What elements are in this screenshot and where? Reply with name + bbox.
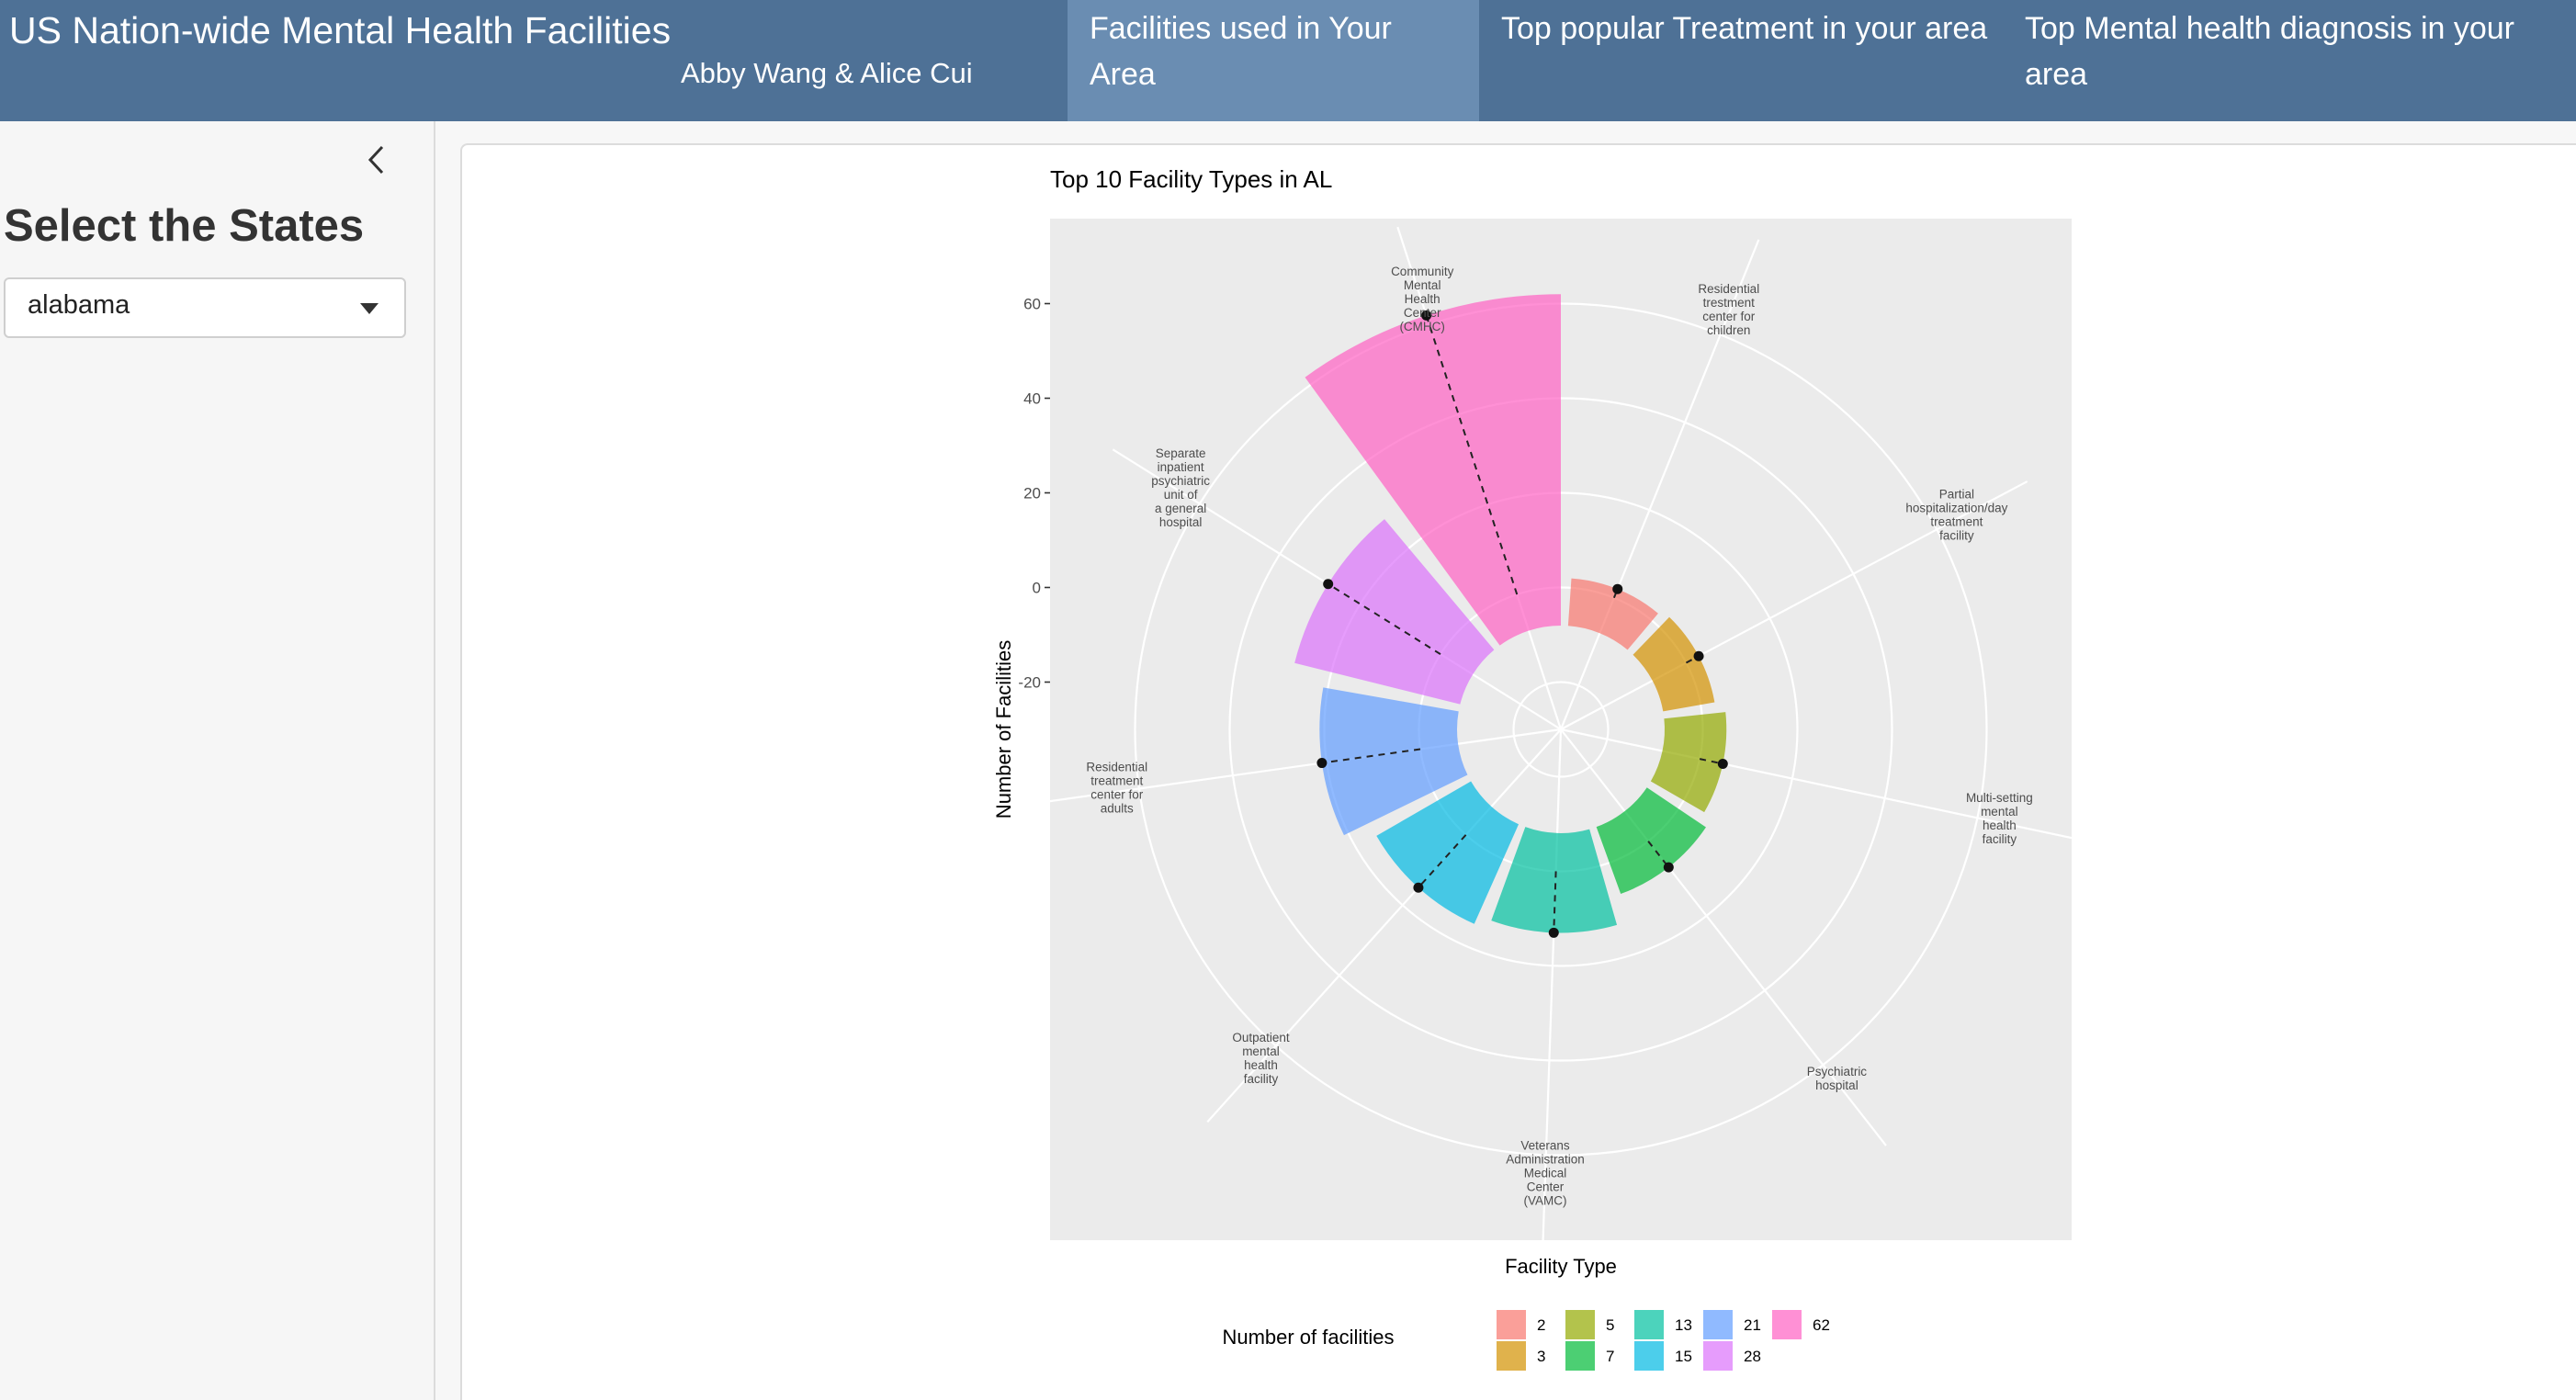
bar-21 [1319, 687, 1468, 836]
grid-spoke [1542, 728, 1563, 1240]
category-label: Residential treatment center for adults [1086, 760, 1147, 815]
legend-key-28 [1703, 1341, 1733, 1371]
legend-label-2: 2 [1537, 1316, 1545, 1334]
segment-line [1321, 748, 1421, 764]
legend-label-21: 21 [1744, 1316, 1761, 1334]
sidebar: Select the States alabama [0, 121, 435, 1400]
segment-point [1413, 882, 1424, 893]
legend-key-5 [1565, 1310, 1595, 1339]
legend-key-2 [1497, 1310, 1526, 1339]
grid-spoke [1560, 728, 1887, 1146]
segment-point [1693, 650, 1704, 661]
category-label: Multi-setting mental health facility [1966, 791, 2033, 846]
legend-label-7: 7 [1606, 1348, 1614, 1365]
legend-title: Number of facilities [1222, 1326, 1394, 1349]
app-subtitle: Abby Wang & Alice Cui [681, 57, 973, 89]
bar-28 [1294, 519, 1495, 705]
segment-line [1699, 758, 1723, 765]
category-label: Outpatient mental health facility [1232, 1031, 1290, 1086]
sidebar-collapse-button[interactable] [360, 141, 391, 178]
segment-point [1323, 579, 1334, 590]
legend-key-13 [1634, 1310, 1664, 1339]
segment-line [1553, 871, 1557, 933]
grid-spoke [1559, 239, 1760, 730]
main-panel: Top 10 Facility Types in AL Residential t… [460, 143, 2576, 1400]
segment-point [1316, 758, 1328, 769]
legend-key-62 [1772, 1310, 1802, 1339]
legend-label-28: 28 [1744, 1348, 1761, 1365]
segment-point [1421, 310, 1432, 321]
category-label: Residential trestment center for children [1698, 282, 1759, 337]
category-label: Community Mental Health Center (CMHC) [1391, 265, 1454, 333]
app-title: US Nation-wide Mental Health Facilities [9, 9, 672, 51]
legend-key-21 [1703, 1310, 1733, 1339]
grid-spoke [1206, 728, 1562, 1123]
legend-key-7 [1565, 1341, 1595, 1371]
legend-label-3: 3 [1537, 1348, 1545, 1365]
tab-diagnosis[interactable]: Top Mental health diagnosis in your area [2025, 11, 2514, 92]
bar-7 [1596, 787, 1706, 895]
grid-spoke [1050, 728, 1562, 803]
sidebar-heading: Select the States [4, 201, 365, 251]
segment-point [1612, 583, 1623, 594]
grid-spoke [1560, 480, 2028, 730]
legend-items: 2 3 5 7 13 15 21 28 62 [1497, 1310, 1830, 1371]
segment-line [1685, 655, 1700, 664]
legend-key-15 [1634, 1341, 1664, 1371]
y-tick-label: 40 [1023, 390, 1041, 408]
caret-down-icon [360, 303, 378, 314]
legend-key-3 [1497, 1341, 1526, 1371]
grid-spoke [1560, 728, 2072, 840]
y-axis-label: Number of Facilities [992, 640, 1015, 819]
state-select[interactable]: alabama [4, 277, 406, 338]
category-labels: Residential trestment center for children Pa… [1086, 265, 2032, 1208]
chevron-left-icon [367, 145, 384, 175]
y-tick-label: 60 [1023, 296, 1041, 313]
bar-13 [1491, 827, 1618, 933]
category-label: Separate inpatient psychiatric unit of a gen… [1151, 446, 1210, 529]
grid-circle [1512, 681, 1610, 778]
segment-layer [1316, 310, 1728, 938]
category-label: Psychiatric hospital [1807, 1065, 1868, 1092]
state-select-value: alabama [28, 290, 130, 320]
bar-62 [1305, 294, 1561, 646]
tab-treatment[interactable]: Top popular Treatment in your area [1501, 11, 1988, 46]
tab-facilities[interactable]: Facilities used in Your Area [1068, 0, 1479, 121]
category-label: Partial hospitalization/day treatment facil… [1905, 487, 2007, 542]
x-axis-label: Facility Type [1505, 1255, 1617, 1278]
bar-5 [1650, 712, 1727, 813]
segment-point [1663, 862, 1674, 873]
category-label: Veterans Administration Medical Center (VAMC… [1506, 1139, 1585, 1208]
segment-line [1425, 315, 1519, 595]
bar-15 [1376, 781, 1520, 924]
polar-bar-chart: Top 10 Facility Types in AL Residential t… [992, 165, 2072, 1371]
segment-point [1717, 758, 1728, 769]
legend-label-62: 62 [1813, 1316, 1830, 1334]
segment-point [1548, 927, 1559, 938]
legend-label-5: 5 [1606, 1316, 1614, 1334]
bar-2 [1567, 578, 1658, 650]
navbar: US Nation-wide Mental Health Facilities … [0, 0, 2576, 121]
segment-line [1328, 582, 1441, 655]
y-tick-label: 20 [1023, 485, 1041, 502]
legend: Number of facilities 2 3 5 7 13 15 21 28 62 [1222, 1310, 1830, 1371]
y-ticks: -20 0 20 40 60 [1018, 296, 1050, 692]
bar-3 [1633, 616, 1715, 712]
legend-label-15: 15 [1675, 1348, 1692, 1365]
y-tick-label: 0 [1033, 580, 1041, 597]
bar-layer [1294, 294, 1727, 933]
chart-title: Top 10 Facility Types in AL [1050, 165, 1332, 193]
segment-line [1647, 841, 1670, 868]
y-tick-label: -20 [1018, 674, 1041, 692]
legend-label-13: 13 [1675, 1316, 1692, 1334]
